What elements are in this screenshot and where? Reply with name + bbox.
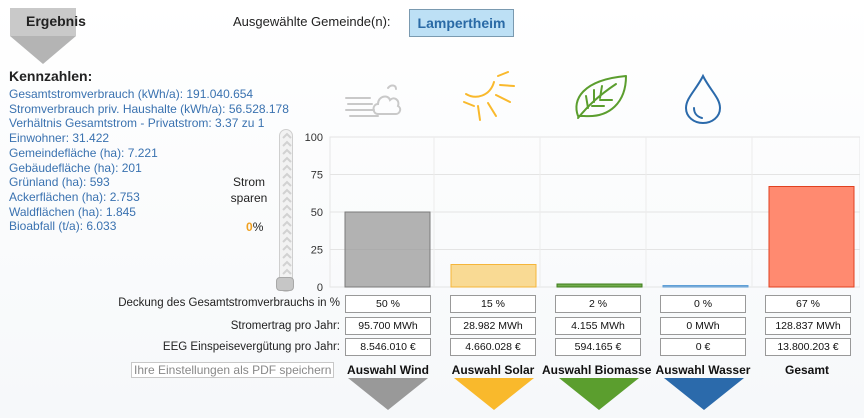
strom-label-line1: Strom (232, 175, 265, 189)
cell-deckung-biomasse: 2 % (555, 295, 641, 313)
result-tab-bar (10, 8, 76, 36)
kennzahl-gebaeudeflaeche: Gebäudefläche (ha): 201 (9, 160, 142, 175)
kennzahlen-title: Kennzahlen: (9, 68, 93, 84)
row-label-eeg: EEG Einspeisevergütung pro Jahr: (162, 341, 340, 353)
select-solar-chevron-icon[interactable] (454, 378, 534, 410)
select-wasser-chevron-icon[interactable] (664, 378, 744, 410)
kennzahl-einwohner: Einwohner: 31.422 (9, 131, 110, 146)
cell-stromertrag-wind: 95.700 MWh (345, 317, 431, 335)
select-solar-label[interactable]: Auswahl Solar (451, 363, 535, 377)
strom-label-line2: sparen (230, 191, 268, 205)
sun-icon[interactable] (460, 70, 516, 124)
gemeinde-label: Ausgewählte Gemeinde(n): (233, 14, 391, 29)
strom-sparen-slider[interactable] (279, 129, 293, 292)
cell-eeg-gesamt: 13.800.203 € (765, 338, 851, 356)
kennzahl-waldflaechen: Waldflächen (ha): 1.845 (9, 204, 136, 219)
row-label-deckung: Deckung des Gesamtstromverbrauchs in % (118, 297, 340, 309)
save-percent-value: 0 (246, 220, 253, 234)
coverage-bar-chart: 100 75 50 25 0 (305, 132, 860, 292)
gemeinde-button[interactable]: Lampertheim (409, 9, 514, 37)
cell-stromertrag-biomasse: 4.155 MWh (555, 317, 641, 335)
select-biomasse-label[interactable]: Auswahl Biomasse (542, 363, 652, 377)
cell-eeg-wasser: 0 € (660, 338, 746, 356)
y-tick-label: 100 (305, 132, 323, 144)
kennzahl-gesamtstromverbrauch: Gesamtstromverbrauch (kWh/a): 191.040.65… (9, 87, 254, 101)
save-percent-readout: 0% (246, 220, 263, 234)
kennzahl-gemeindeflaeche: Gemeindefläche (ha): 7.221 (9, 145, 158, 160)
water-drop-icon[interactable] (682, 72, 724, 126)
cell-stromertrag-wasser: 0 MWh (660, 317, 746, 335)
save-percent-unit: % (252, 220, 264, 234)
kennzahlen-list: Gesamtstromverbrauch (kWh/a): 191.040.65… (9, 87, 309, 234)
result-chevron-down-icon (10, 36, 76, 64)
y-tick-label: 0 (317, 282, 323, 292)
bar-solar (450, 264, 537, 288)
select-wasser-label[interactable]: Auswahl Wasser (655, 363, 751, 377)
pdf-save-link[interactable]: Ihre Einstellungen als PDF speichern (131, 362, 335, 378)
select-gesamt-label[interactable]: Gesamt (784, 363, 830, 377)
cell-eeg-wind: 8.546.010 € (345, 338, 431, 356)
chart-y-ticks: 100 75 50 25 0 (305, 132, 323, 292)
y-tick-label: 75 (311, 170, 323, 182)
y-tick-label: 25 (311, 245, 323, 257)
cell-stromertrag-gesamt: 128.837 MWh (765, 317, 851, 335)
select-wind-chevron-icon[interactable] (348, 378, 428, 410)
cell-stromertrag-solar: 28.982 MWh (450, 317, 536, 335)
cell-deckung-wind: 50 % (345, 295, 431, 313)
cell-eeg-biomasse: 594.165 € (555, 338, 641, 356)
bar-wasser (662, 285, 749, 288)
bar-gesamt (768, 186, 855, 288)
row-label-stromertrag: Stromertrag pro Jahr: (230, 320, 340, 332)
bar-biomasse (556, 283, 643, 288)
kennzahl-bioabfall: Bioabfall (t/a): 6.033 (9, 219, 117, 234)
result-tab[interactable] (10, 8, 76, 64)
select-wind-label[interactable]: Auswahl Wind (347, 363, 429, 377)
chart-bars (344, 186, 855, 288)
kennzahl-stromverbrauch-haushalte: Stromverbrauch priv. Haushalte (kWh/a): … (9, 101, 289, 116)
cell-eeg-solar: 4.660.028 € (450, 338, 536, 356)
cell-deckung-gesamt: 67 % (765, 295, 851, 313)
result-title: Ergebnis (26, 13, 86, 29)
cell-deckung-wasser: 0 % (660, 295, 746, 313)
wind-icon[interactable] (344, 76, 404, 120)
bar-wind (344, 211, 431, 288)
kennzahl-gruenland: Grünland (ha): 593 (9, 175, 110, 190)
y-tick-label: 50 (311, 207, 323, 219)
kennzahl-ackerflaechen: Ackerflächen (ha): 2.753 (9, 189, 140, 204)
kennzahl-verhaeltnis: Verhältnis Gesamtstrom - Privatstrom: 3.… (9, 116, 265, 131)
cell-deckung-solar: 15 % (450, 295, 536, 313)
strom-sparen-label: Strom sparen (224, 174, 274, 206)
select-biomasse-chevron-icon[interactable] (559, 378, 639, 410)
leaf-icon[interactable] (570, 72, 632, 122)
slider-handle[interactable] (276, 277, 294, 291)
